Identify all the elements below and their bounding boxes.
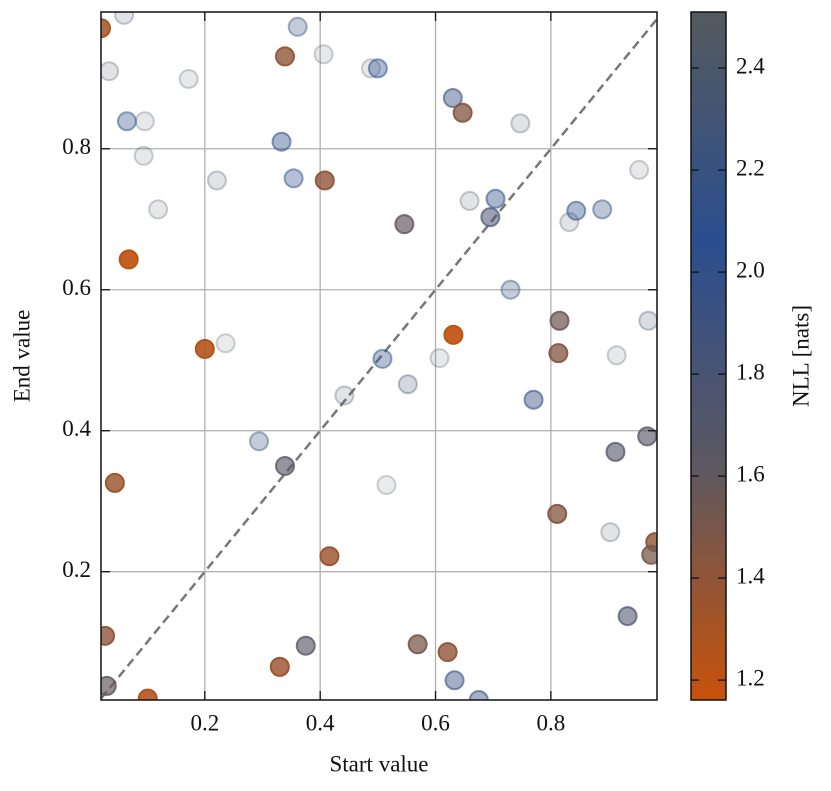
point bbox=[249, 431, 270, 452]
colorbar-label: NLL [nats] bbox=[788, 305, 813, 407]
point bbox=[360, 58, 381, 79]
point bbox=[104, 472, 125, 493]
point bbox=[637, 426, 657, 447]
point bbox=[313, 44, 334, 65]
plot-frame bbox=[100, 11, 658, 701]
point bbox=[271, 131, 292, 152]
point bbox=[194, 338, 215, 359]
point bbox=[133, 145, 154, 166]
point bbox=[118, 249, 139, 270]
point bbox=[137, 688, 158, 700]
colorbar-tick-label: 2.4 bbox=[736, 53, 765, 78]
point bbox=[617, 606, 638, 627]
y-tick-label: 0.4 bbox=[62, 416, 91, 441]
point bbox=[547, 503, 568, 524]
point bbox=[394, 214, 415, 235]
x-tick-label: 0.6 bbox=[421, 710, 450, 735]
point bbox=[638, 310, 657, 331]
point bbox=[134, 111, 155, 132]
point bbox=[319, 546, 340, 567]
point bbox=[269, 656, 290, 677]
point bbox=[629, 159, 650, 180]
x-tick-label: 0.4 bbox=[306, 710, 335, 735]
colorbar-tick-label: 1.8 bbox=[736, 359, 765, 384]
point bbox=[468, 690, 489, 700]
point bbox=[274, 455, 295, 476]
point bbox=[397, 374, 418, 395]
point bbox=[429, 348, 450, 369]
y-tick-label: 0.8 bbox=[62, 134, 91, 159]
point bbox=[101, 675, 117, 696]
point bbox=[437, 642, 458, 663]
point bbox=[274, 46, 295, 67]
point bbox=[485, 188, 506, 209]
x-tick-label: 0.8 bbox=[537, 710, 566, 735]
x-axis-label: Start value bbox=[330, 751, 429, 776]
point bbox=[443, 324, 464, 345]
point bbox=[480, 207, 501, 228]
point bbox=[334, 385, 355, 406]
point bbox=[101, 61, 120, 82]
point bbox=[500, 279, 521, 300]
y-tick-label: 0.2 bbox=[62, 557, 91, 582]
point bbox=[606, 345, 627, 366]
point bbox=[407, 634, 428, 655]
point bbox=[641, 544, 657, 565]
point bbox=[101, 625, 116, 646]
point bbox=[549, 310, 570, 331]
point bbox=[510, 113, 531, 134]
point bbox=[114, 12, 135, 25]
point bbox=[283, 168, 304, 189]
point bbox=[452, 102, 473, 123]
point bbox=[459, 190, 480, 211]
point bbox=[372, 348, 393, 369]
point bbox=[442, 88, 463, 108]
point bbox=[605, 441, 626, 462]
colorbar-tick-label: 1.4 bbox=[736, 563, 765, 588]
point bbox=[178, 68, 199, 89]
point bbox=[287, 16, 308, 37]
point bbox=[523, 389, 544, 410]
point bbox=[376, 475, 397, 495]
point bbox=[215, 333, 236, 354]
point bbox=[559, 212, 580, 233]
point bbox=[314, 170, 335, 191]
colorbar-tick-label: 1.6 bbox=[736, 461, 765, 486]
point bbox=[148, 199, 169, 220]
point bbox=[367, 58, 388, 79]
x-tick-label: 0.2 bbox=[190, 710, 219, 735]
point bbox=[548, 343, 569, 364]
point bbox=[566, 200, 587, 221]
y-tick-label: 0.6 bbox=[62, 275, 91, 300]
point bbox=[206, 170, 227, 191]
y-axis-label: End value bbox=[9, 310, 34, 403]
point bbox=[101, 18, 111, 39]
point bbox=[295, 635, 316, 656]
colorbar-tick-label: 2.0 bbox=[736, 257, 765, 282]
reference-line bbox=[101, 18, 657, 700]
point bbox=[592, 199, 613, 220]
point bbox=[444, 670, 465, 691]
colorbar-tick-label: 1.2 bbox=[736, 665, 765, 690]
colorbar bbox=[690, 11, 727, 701]
point bbox=[116, 111, 137, 132]
point bbox=[600, 522, 621, 543]
colorbar-tick-label: 2.2 bbox=[736, 155, 765, 180]
